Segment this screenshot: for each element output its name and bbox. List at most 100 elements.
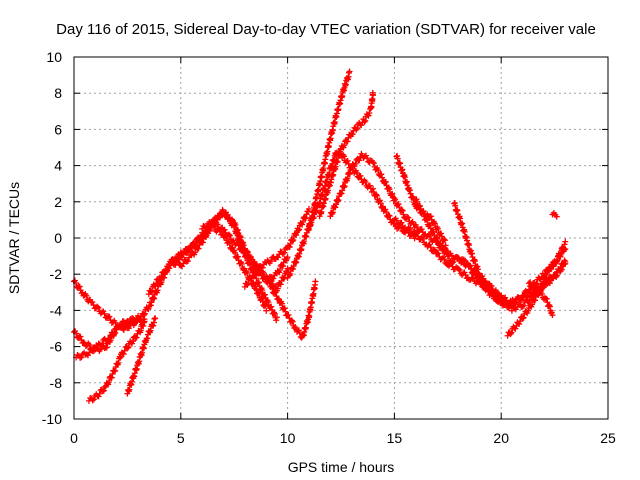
data-point: [448, 252, 455, 259]
data-point: [166, 265, 173, 272]
data-point: [192, 249, 199, 256]
data-point: [90, 302, 97, 309]
data-point: [147, 327, 154, 334]
data-point: [226, 232, 233, 239]
data-point: [519, 315, 526, 322]
data-point: [105, 378, 112, 385]
data-point: [438, 230, 445, 237]
data-point: [123, 319, 130, 326]
y-tick-label: 8: [54, 85, 62, 101]
data-point: [520, 314, 527, 321]
y-tick-label: 0: [54, 230, 62, 246]
data-point: [262, 302, 269, 309]
data-point: [344, 157, 351, 164]
data-point: [146, 328, 153, 335]
x-axis-label: GPS time / hours: [288, 459, 395, 475]
data-point: [86, 341, 93, 348]
x-tick-label: 0: [70, 430, 78, 446]
data-point: [152, 315, 159, 322]
data-point: [512, 299, 519, 305]
data-point: [370, 92, 377, 99]
data-point: [299, 218, 306, 225]
data-point: [95, 393, 102, 400]
data-point: [274, 285, 281, 292]
data-point: [150, 322, 157, 329]
data-point: [276, 267, 283, 274]
data-point: [558, 266, 565, 273]
data-point: [398, 219, 405, 226]
data-point: [414, 198, 421, 205]
data-point: [435, 250, 442, 257]
data-point: [180, 260, 187, 267]
data-point: [281, 249, 288, 256]
data-point: [279, 250, 286, 257]
data-point: [103, 344, 110, 351]
data-point: [406, 226, 413, 233]
data-point: [434, 235, 441, 242]
series-arc-5: [124, 315, 159, 397]
data-point: [101, 383, 108, 390]
data-point: [271, 310, 278, 317]
data-point: [150, 319, 157, 326]
data-point: [96, 390, 103, 397]
x-tick-label: 20: [493, 430, 509, 446]
data-point: [269, 285, 276, 292]
data-point: [420, 210, 427, 217]
data-point: [525, 307, 532, 314]
data-point: [217, 213, 224, 220]
x-tick-label: 15: [387, 430, 403, 446]
data-point: [545, 278, 552, 285]
data-point: [529, 301, 536, 308]
data-point: [259, 264, 266, 271]
data-point: [512, 325, 519, 332]
data-point: [292, 259, 299, 266]
x-tick-label: 25: [600, 430, 616, 446]
y-axis-label: SDTVAR / TECUs: [6, 182, 22, 294]
data-point: [133, 334, 140, 341]
data-point: [285, 311, 292, 318]
data-point: [427, 221, 433, 228]
data-point: [511, 305, 518, 312]
data-point: [199, 239, 206, 246]
data-point: [399, 207, 406, 214]
data-point: [106, 313, 113, 320]
series-arc-17: [412, 196, 451, 257]
data-point: [383, 209, 390, 216]
data-point: [222, 209, 229, 216]
data-point: [373, 192, 380, 199]
data-point: [427, 225, 434, 232]
data-point: [488, 289, 495, 296]
data-point: [247, 255, 254, 262]
data-point: [231, 249, 238, 256]
data-point: [462, 271, 469, 278]
data-point: [282, 308, 289, 315]
data-point: [366, 182, 373, 189]
data-point: [344, 138, 351, 145]
data-point: [263, 307, 270, 314]
series-arc-10: [267, 278, 319, 341]
data-point: [290, 263, 297, 270]
y-tick-label: 6: [54, 121, 62, 137]
data-point: [290, 237, 297, 244]
data-point: [225, 231, 232, 238]
series-arc-13: [316, 89, 377, 220]
data-point: [377, 200, 384, 207]
data-point: [389, 190, 396, 197]
data-point: [418, 226, 425, 233]
data-point: [431, 220, 438, 227]
data-point: [287, 270, 294, 277]
data-point: [178, 263, 185, 270]
series-arc-3: [73, 312, 142, 361]
data-point: [364, 155, 371, 162]
data-point: [528, 281, 535, 288]
data-point: [444, 248, 451, 255]
data-point: [161, 270, 168, 277]
data-point: [358, 122, 365, 129]
data-point: [346, 68, 353, 75]
data-point: [99, 340, 106, 347]
data-points: [71, 68, 569, 404]
data-point: [152, 283, 159, 290]
data-point: [553, 213, 560, 220]
data-point: [395, 201, 402, 208]
data-point: [386, 212, 393, 219]
